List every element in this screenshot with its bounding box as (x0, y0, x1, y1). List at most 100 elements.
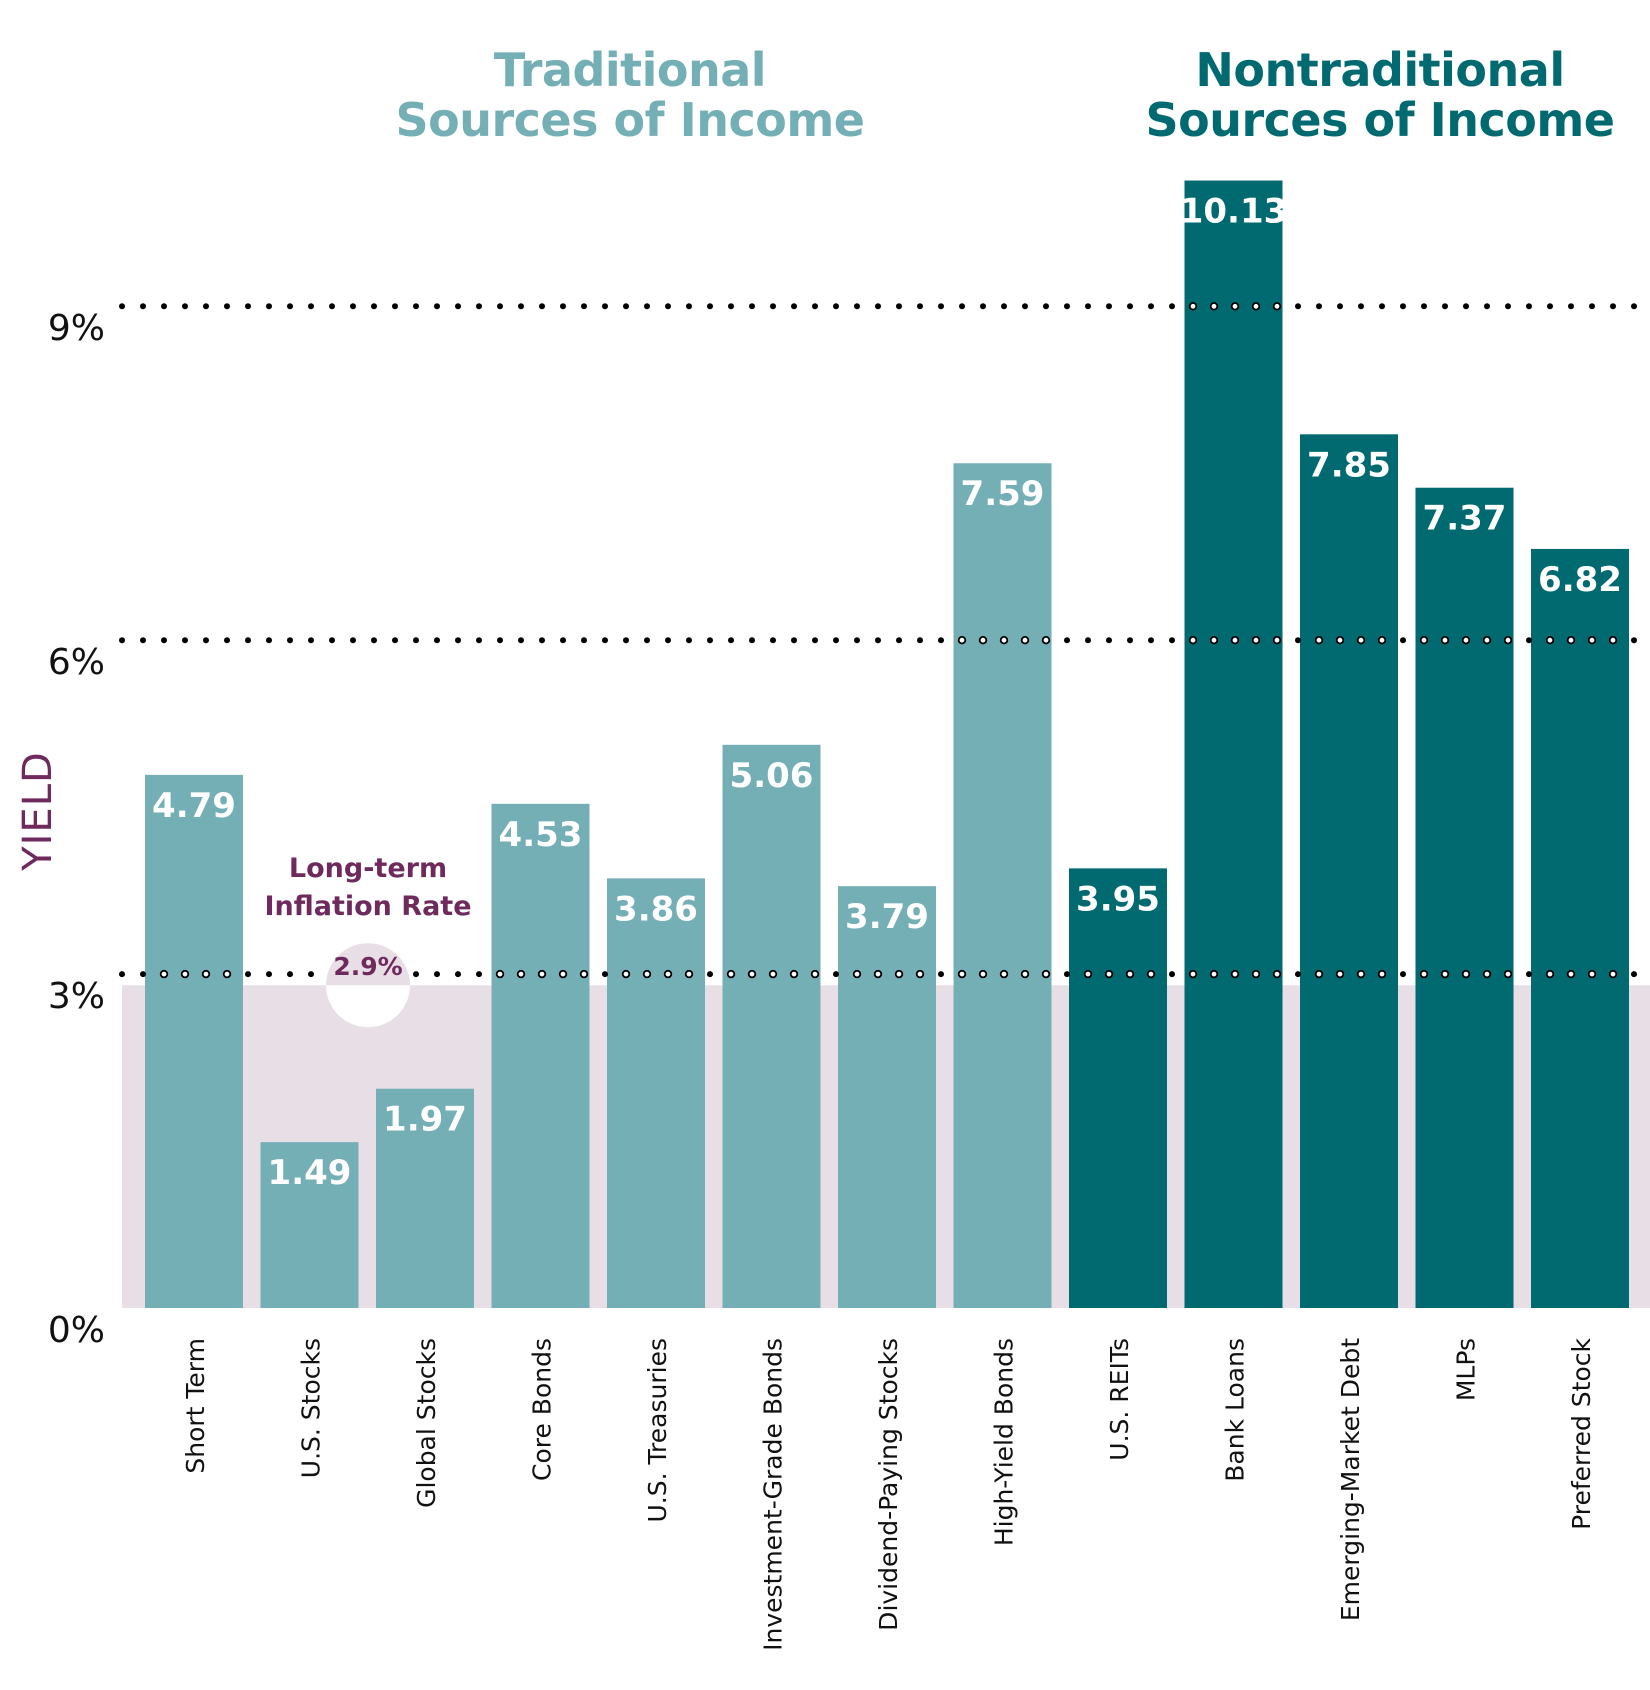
grid-dot (539, 637, 545, 644)
grid-dot (476, 971, 482, 978)
grid-dot (747, 969, 757, 979)
grid-dot (1001, 303, 1007, 310)
bar-value-label: 4.53 (499, 815, 583, 855)
grid-dot (1148, 303, 1154, 310)
grid-dot (245, 971, 251, 978)
grid-dot (180, 969, 190, 979)
category-label: Preferred Stock (1567, 1337, 1596, 1529)
grid-dot (1526, 303, 1532, 310)
grid-dot (434, 303, 440, 310)
grid-dot (789, 969, 799, 979)
grid-dot (1461, 636, 1471, 645)
grid-dot (1020, 969, 1030, 979)
grid-dot (999, 636, 1009, 645)
grid-dot (642, 969, 652, 979)
grid-dot (1064, 637, 1070, 644)
inflation-badge-bottom (326, 985, 410, 1028)
grid-dot (791, 637, 797, 644)
grid-dot (308, 303, 314, 310)
grid-dot (833, 971, 839, 978)
bar (376, 1088, 474, 1308)
grid-dot (1547, 303, 1553, 310)
gridline-3 (119, 969, 1637, 979)
grid-dot (1566, 969, 1576, 979)
category-label: Dividend-Paying Stocks (874, 1338, 903, 1631)
grid-dot (495, 969, 505, 979)
bar (607, 878, 705, 1308)
grid-dot (812, 303, 818, 310)
grid-dot (875, 637, 881, 644)
grid-dot (896, 637, 902, 644)
grid-dot (1503, 636, 1513, 645)
grid-dot (1104, 969, 1114, 979)
grid-dot (1209, 302, 1219, 311)
grid-dot (1377, 636, 1387, 645)
bar (1184, 180, 1283, 1308)
y-tick-label: 6% (47, 642, 105, 684)
grid-dot (1484, 303, 1490, 310)
grid-dot (1251, 636, 1261, 645)
grid-dot (1608, 969, 1618, 979)
grid-dot (581, 637, 587, 644)
value-label-layer: 4.79 1.49 1.97 4.53 3.86 5.06 3.79 7.59 3.95 10.1… (152, 192, 1622, 1194)
grid-dot (665, 637, 671, 644)
grid-dot (1022, 303, 1028, 310)
grid-dot (602, 971, 608, 978)
grid-dot (266, 637, 272, 644)
bar-value-label: 7.37 (1423, 499, 1507, 539)
category-label: U.S. REITs (1105, 1338, 1134, 1461)
grid-dot (1482, 969, 1492, 979)
grid-dot (1400, 637, 1406, 644)
bar-value-label: 5.06 (730, 756, 814, 796)
grid-dot (1463, 303, 1469, 310)
grid-dot (1400, 971, 1406, 978)
group-title-traditional-line1: Traditional (493, 43, 767, 97)
grid-dot (371, 303, 377, 310)
grid-dot (894, 969, 904, 979)
grid-dot (726, 969, 736, 979)
grid-dot (621, 969, 631, 979)
grid-layer (119, 302, 1637, 979)
grid-dot (915, 969, 925, 979)
grid-dot (1127, 637, 1133, 644)
grid-dot (810, 969, 820, 979)
grid-dot (1169, 303, 1175, 310)
grid-dot (455, 971, 461, 978)
grid-dot (1188, 969, 1198, 979)
grid-dot (1482, 636, 1492, 645)
bar (1300, 434, 1398, 1308)
grid-dot (1610, 303, 1616, 310)
grid-dot (516, 969, 526, 979)
grid-dot (497, 303, 503, 310)
grid-dot (1041, 969, 1051, 979)
grid-dot (1400, 303, 1406, 310)
grid-dot (1209, 636, 1219, 645)
grid-dot (686, 303, 692, 310)
grid-dot (140, 637, 146, 644)
grid-dot (1545, 636, 1555, 645)
bar-value-label: 1.49 (268, 1153, 352, 1193)
grid-dot (182, 637, 188, 644)
inflation-badge-top (326, 943, 410, 986)
bar-value-label: 6.82 (1538, 560, 1622, 600)
grid-dot (1230, 636, 1240, 645)
grid-dot (1587, 969, 1597, 979)
grid-dot (1442, 303, 1448, 310)
grid-dot (140, 971, 146, 978)
grid-dot (1545, 969, 1555, 979)
grid-dot (749, 303, 755, 310)
grid-dot (308, 637, 314, 644)
grid-dot (201, 969, 211, 979)
grid-dot (1335, 969, 1345, 979)
grid-dot (308, 971, 314, 978)
grid-dot (644, 637, 650, 644)
bar-value-label: 7.59 (961, 474, 1045, 514)
grid-dot (434, 971, 440, 978)
grid-dot (1064, 971, 1070, 978)
grid-dot (392, 637, 398, 644)
grid-dot (1043, 303, 1049, 310)
grid-dot (455, 303, 461, 310)
grid-dot (1608, 636, 1618, 645)
grid-dot (833, 637, 839, 644)
grid-dot (938, 971, 944, 978)
